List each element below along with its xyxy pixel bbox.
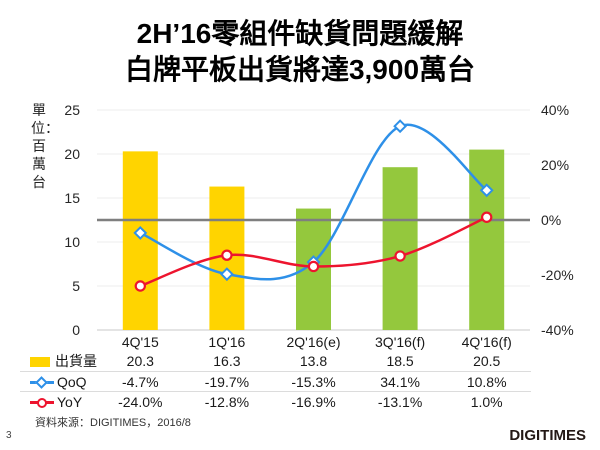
table-value-cell: -19.7% (204, 374, 250, 390)
left-axis-tick: 5 (72, 278, 80, 294)
legend-bar-swatch (30, 357, 50, 367)
legend-label: 出貨量 (55, 353, 97, 369)
table-row-label: 出貨量 (30, 351, 130, 371)
qoq-marker (133, 226, 148, 240)
table-value-cell: 20.5 (473, 353, 501, 369)
qoq-line (139, 123, 488, 281)
table-header-cell: 2Q'16(e) (286, 334, 341, 350)
right-axis-tick: 40% (541, 102, 570, 118)
table-value-cell: 1.0% (470, 394, 503, 410)
table-header-cell: 3Q'16(f) (375, 334, 426, 350)
left-axis-tick: 25 (64, 102, 80, 118)
title-line-2: 白牌平板出貨將達3,900萬台 (124, 54, 476, 85)
yoy-marker (134, 280, 146, 292)
table-value-cell: -13.1% (377, 394, 423, 410)
yoy-marker (481, 211, 493, 223)
table-value-cell: -15.3% (291, 374, 336, 390)
source-note: 資料來源：DIGITIMES，2016/8 (35, 417, 191, 429)
table-row-label: QoQ (30, 372, 130, 392)
right-axis-tick: -40% (541, 322, 574, 338)
yoy-marker (394, 250, 406, 262)
table-value-cell: -4.7% (122, 374, 159, 390)
left-axis-tick: 0 (72, 322, 80, 338)
qoq-marker (479, 183, 494, 198)
right-axis-tick: 0% (541, 212, 562, 228)
table-row-label: YoY (30, 392, 130, 412)
table-value-cell: 18.5 (386, 353, 414, 369)
table-header-cell: 1Q'16 (208, 334, 246, 350)
legend-circle-marker-icon (30, 397, 54, 408)
yoy-marker (307, 260, 320, 273)
left-axis-tick: 10 (64, 234, 80, 250)
yoy-marker (221, 249, 233, 261)
table-separator (20, 391, 531, 392)
table-value-cell: 13.8 (299, 353, 328, 369)
title-line-1: 2H’16零組件缺貨問題緩解 (136, 18, 464, 49)
table-value-cell: -16.9% (291, 394, 336, 410)
legend-label: YoY (57, 394, 83, 410)
table-value-cell: -24.0% (118, 394, 163, 410)
table-value-cell: 10.8% (466, 374, 507, 390)
table-value-cell: -12.8% (204, 394, 250, 410)
right-axis-tick: -20% (541, 267, 574, 283)
table-value-cell: 20.3 (126, 353, 154, 369)
page-number: 3 (6, 430, 12, 441)
table-header-cell: 4Q'15 (121, 334, 159, 350)
left-axis-tick: 20 (64, 146, 80, 162)
qoq-marker (393, 119, 408, 134)
bar-shipments (382, 167, 418, 330)
digitimes-logo: DIGITIMES (509, 427, 586, 444)
chart-title: 2H’16零組件缺貨問題緩解 白牌平板出貨將達3,900萬台 (0, 16, 600, 88)
legend-label: QoQ (57, 374, 87, 390)
qoq-marker (219, 267, 234, 282)
left-axis-tick: 15 (64, 190, 80, 206)
legend-diamond-marker-icon (30, 376, 54, 389)
right-axis-tick: 20% (541, 157, 570, 173)
table-value-cell: 34.1% (380, 374, 420, 390)
table-header-cell: 4Q'16(f) (461, 334, 512, 350)
table-separator (20, 371, 531, 372)
table-value-cell: 16.3 (213, 353, 241, 369)
